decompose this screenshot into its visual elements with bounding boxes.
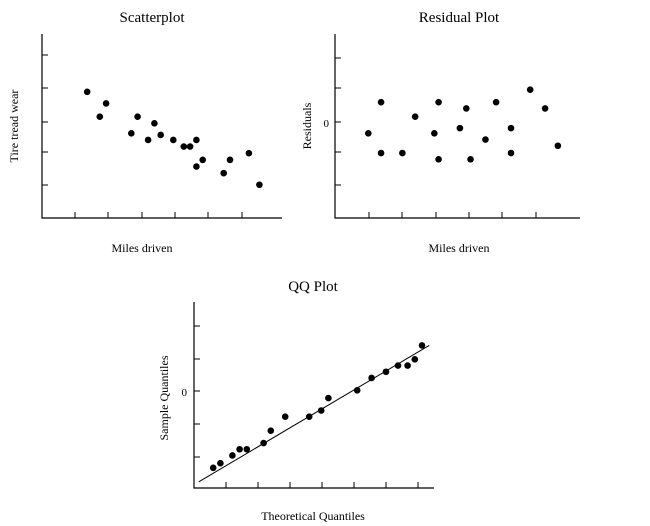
residual-point-1 (377, 98, 385, 106)
residual-point-11 (482, 136, 489, 143)
scatter-point-16 (245, 149, 253, 157)
qq-point-10 (325, 394, 332, 402)
qq-point-11 (353, 387, 361, 394)
scatter-point-1 (96, 113, 104, 120)
residual-point-5 (431, 130, 438, 137)
scatterplot-x-label: Miles driven (112, 241, 173, 255)
qq-point-5 (260, 439, 267, 447)
qq-point-7 (281, 413, 289, 421)
scatterplot-points (83, 88, 263, 189)
residual-plot-title: Residual Plot (419, 10, 500, 26)
qq-plot-zero-label: 0 (182, 387, 188, 399)
qq-point-1 (217, 459, 224, 467)
scatter-point-4 (134, 113, 141, 120)
residual-point-12 (492, 98, 500, 106)
qq-point-8 (305, 413, 313, 421)
scatter-point-3 (128, 130, 135, 137)
scatter-point-2 (102, 100, 110, 107)
scatter-point-17 (256, 181, 263, 189)
residual-plot-panel: Residual Plot Miles driven Residuals 0 (300, 10, 580, 255)
qq-point-4 (243, 445, 251, 453)
scatter-point-15 (226, 156, 234, 164)
qq-plot-title: QQ Plot (288, 279, 338, 295)
scatter-point-8 (170, 136, 177, 144)
qq-plot-axes (193, 302, 434, 489)
scatterplot-panel: Scatterplot Miles driven Tire tread wear (7, 10, 282, 255)
residual-point-6 (435, 98, 442, 106)
residual-point-8 (456, 124, 464, 132)
residual-plot-axes (334, 34, 580, 219)
qq-point-6 (267, 427, 275, 434)
qq-plot-x-label: Theoretical Quantiles (261, 509, 365, 523)
residual-plot-points (365, 86, 562, 163)
qq-point-9 (317, 407, 325, 414)
scatter-point-12 (193, 163, 200, 170)
residual-point-15 (526, 86, 534, 94)
qq-point-13 (382, 368, 390, 376)
residual-point-10 (467, 155, 474, 163)
scatter-point-9 (180, 143, 188, 150)
residual-plot-y-label: Residuals (300, 102, 314, 149)
residual-point-17 (554, 142, 562, 150)
residual-point-13 (507, 124, 515, 132)
qq-point-2 (229, 452, 236, 459)
qq-reference-line (198, 344, 430, 483)
residual-plot-zero-label: 0 (324, 118, 330, 130)
scatter-point-11 (193, 136, 200, 144)
qq-plot-panel: QQ Plot Theoretical Quantiles Sample Qua… (157, 279, 434, 523)
residual-point-7 (435, 155, 442, 163)
residual-point-14 (507, 149, 515, 157)
residual-point-9 (462, 105, 470, 112)
scatter-point-6 (151, 120, 158, 127)
qq-point-17 (418, 342, 426, 349)
residual-point-4 (411, 113, 419, 120)
scatter-point-7 (157, 131, 164, 139)
scatter-point-13 (199, 156, 206, 164)
scatter-point-5 (144, 136, 152, 144)
scatterplot-y-label: Tire tread wear (7, 90, 21, 163)
qq-point-14 (394, 362, 402, 369)
qq-point-12 (368, 374, 375, 382)
qq-plot-y-ticks (194, 325, 200, 458)
scatter-point-14 (220, 169, 227, 177)
scatterplot-y-ticks (42, 54, 48, 186)
qq-point-16 (411, 356, 419, 363)
scatter-point-0 (83, 88, 91, 96)
qq-point-15 (404, 362, 411, 369)
residual-plot-x-ticks (368, 212, 537, 218)
qq-point-3 (236, 445, 243, 453)
scatter-point-10 (186, 143, 194, 150)
scatterplot-axes (41, 34, 282, 219)
qq-plot-y-label: Sample Quantiles (157, 355, 171, 440)
residual-plot-x-label: Miles driven (429, 241, 490, 255)
residual-point-3 (399, 149, 406, 157)
scatterplot-x-ticks (74, 212, 243, 218)
residual-point-0 (365, 130, 372, 137)
qq-point-0 (209, 464, 217, 472)
scatterplot-title: Scatterplot (120, 10, 186, 26)
residual-plot-y-ticks (335, 57, 341, 186)
residual-point-2 (377, 149, 385, 157)
residual-point-16 (541, 105, 549, 112)
qq-plot-points (209, 342, 426, 472)
qq-plot-x-ticks (225, 482, 419, 488)
